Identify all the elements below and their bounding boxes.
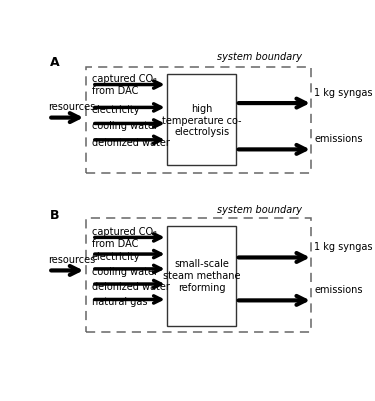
Text: emissions: emissions: [314, 134, 363, 144]
Text: 1 kg syngas H₂/CO = 2: 1 kg syngas H₂/CO = 2: [314, 242, 375, 252]
Text: high
temperature co-
electrolysis: high temperature co- electrolysis: [162, 104, 242, 137]
Text: resources: resources: [48, 102, 96, 112]
Text: electricity: electricity: [92, 252, 140, 262]
Text: cooling water: cooling water: [92, 267, 158, 277]
Text: deionized water: deionized water: [92, 282, 170, 292]
Bar: [86, 67, 311, 173]
Text: natural gas: natural gas: [92, 297, 147, 307]
Text: deionized water: deionized water: [92, 138, 170, 148]
Text: captured CO₂
from DAC: captured CO₂ from DAC: [92, 74, 157, 96]
Text: 1 kg syngas H₂/CO = 2: 1 kg syngas H₂/CO = 2: [314, 87, 375, 97]
Text: B: B: [50, 209, 59, 222]
Text: electricity: electricity: [92, 105, 140, 115]
Text: system boundary: system boundary: [216, 52, 302, 62]
Text: small-scale
steam methane
reforming: small-scale steam methane reforming: [163, 259, 240, 293]
Bar: [168, 226, 236, 326]
Bar: [168, 74, 236, 166]
Text: captured CO₂
from DAC: captured CO₂ from DAC: [92, 227, 157, 249]
Text: system boundary: system boundary: [216, 205, 302, 215]
Text: A: A: [50, 56, 59, 69]
Bar: [86, 218, 311, 332]
Text: resources: resources: [48, 255, 96, 265]
Text: emissions: emissions: [314, 285, 363, 295]
Text: cooling water: cooling water: [92, 121, 158, 131]
